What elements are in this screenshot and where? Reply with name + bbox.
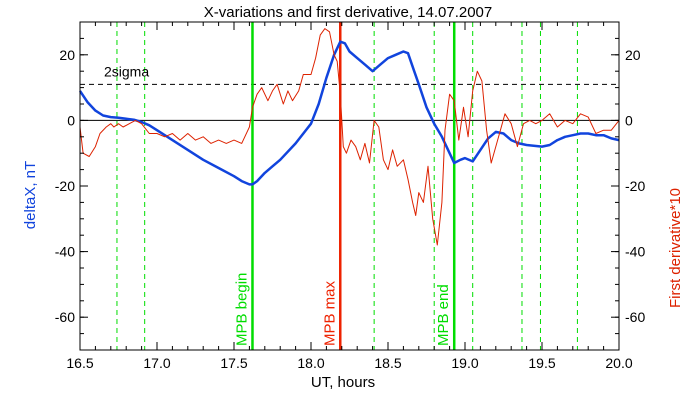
dashed-marker-group — [116, 22, 578, 350]
x-tick-label-1: 17.0 — [143, 355, 170, 371]
plot-frame — [79, 21, 620, 351]
y-tick-label-left-1: 0 — [67, 112, 75, 128]
x-tick-label-6: 19.5 — [528, 355, 555, 371]
x-tick-label-4: 18.5 — [374, 355, 401, 371]
x-tick-label-5: 19.0 — [451, 355, 478, 371]
y-axis-label-left: deltaX, nT — [22, 161, 39, 229]
chart-title: X-variations and first derivative, 14.07… — [204, 4, 493, 21]
y-tick-label-left-2: -20 — [55, 178, 75, 194]
x-tick-label-2: 17.5 — [220, 355, 247, 371]
y-tick-label-right-2: -20 — [625, 178, 645, 194]
event-marker-label-0: MPB begin — [233, 273, 250, 346]
y-tick-label-right-0: 20 — [625, 47, 641, 63]
y-tick-label-left-4: -60 — [55, 309, 75, 325]
y-tick-label-right-3: -40 — [625, 244, 645, 260]
series-line-1 — [79, 28, 620, 246]
event-marker-label-1: MPB max — [321, 280, 338, 346]
y-tick-label-right-4: -60 — [625, 309, 645, 325]
y-axis-label-right: First derivative*10 — [667, 188, 684, 308]
event-marker-label-2: MPB end — [435, 284, 452, 346]
y-tick-label-left-3: -40 — [55, 244, 75, 260]
y-tick-label-left-0: 20 — [59, 47, 75, 63]
x-tick-label-0: 16.5 — [66, 355, 93, 371]
x-tick-label-7: 20.0 — [605, 355, 632, 371]
series-line-0 — [78, 40, 620, 186]
tick-group: 16.5 17.0 17.5 18.0 18.5 19.0 19.5 20.0 20 20 0 0 -2… — [55, 21, 645, 371]
x-axis-label: UT, hours — [311, 374, 375, 391]
threshold-label: 2sigma — [104, 63, 149, 79]
x-tick-label-3: 18.0 — [297, 355, 324, 371]
event-marker-group: MPB begin MPB max MPB end — [233, 22, 456, 350]
series-group — [78, 28, 620, 246]
y-tick-label-right-1: 0 — [625, 112, 633, 128]
